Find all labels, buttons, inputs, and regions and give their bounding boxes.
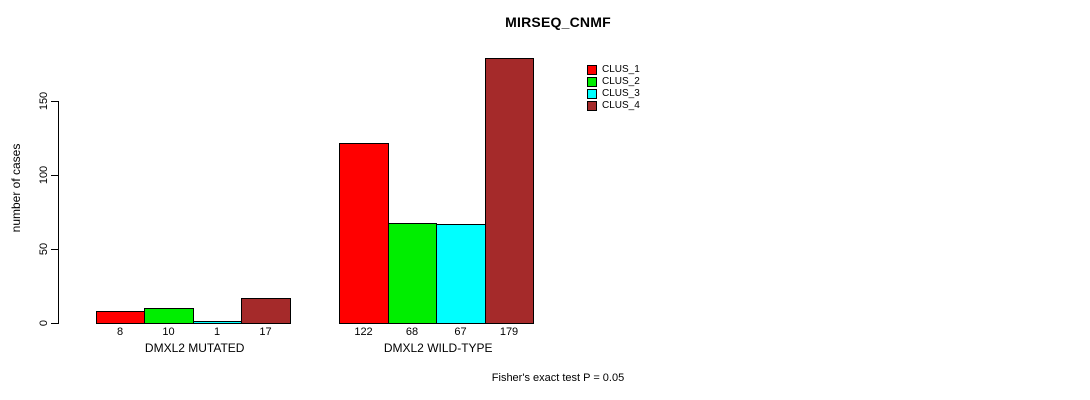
y-tick-label: 100 bbox=[38, 166, 50, 185]
bar-clus_2-wildtype bbox=[388, 223, 437, 324]
legend-item: CLUS_2 bbox=[587, 76, 640, 88]
bar-value-label: 179 bbox=[499, 326, 519, 338]
legend-label: CLUS_3 bbox=[602, 88, 640, 99]
bar-clus_4-mutated bbox=[241, 298, 291, 324]
legend-label: CLUS_2 bbox=[602, 76, 640, 87]
bar-value-label: 68 bbox=[405, 326, 419, 338]
legend-swatch bbox=[587, 89, 597, 99]
legend-swatch bbox=[587, 77, 597, 87]
legend-swatch bbox=[587, 101, 597, 111]
legend-item: CLUS_1 bbox=[587, 64, 640, 76]
legend-item: CLUS_3 bbox=[587, 88, 640, 100]
y-tick bbox=[51, 175, 58, 177]
stats-annotation: Fisher's exact test P = 0.05 bbox=[491, 372, 625, 384]
y-axis-label: number of cases bbox=[9, 143, 23, 233]
bar-clus_3-wildtype bbox=[436, 224, 486, 324]
bar-clus_2-mutated bbox=[144, 308, 194, 324]
bar-value-label: 10 bbox=[162, 326, 175, 338]
bar-value-label: 67 bbox=[454, 326, 467, 338]
bar-clus_1-mutated bbox=[96, 311, 145, 324]
y-tick-label: 0 bbox=[38, 319, 50, 327]
legend-item: CLUS_4 bbox=[587, 100, 640, 112]
legend-label: CLUS_4 bbox=[602, 100, 640, 111]
y-tick-label: 50 bbox=[38, 242, 50, 256]
group-label: DMXL2 WILD-TYPE bbox=[383, 341, 493, 355]
bar-value-label: 17 bbox=[259, 326, 272, 338]
bar-clus_4-wildtype bbox=[485, 58, 534, 324]
group-label: DMXL2 MUTATED bbox=[144, 341, 245, 355]
bar-clus_3-mutated bbox=[193, 321, 242, 324]
bar-value-label: 1 bbox=[213, 326, 221, 338]
y-tick-label: 150 bbox=[38, 92, 50, 111]
bar-value-label: 8 bbox=[116, 326, 124, 338]
y-tick bbox=[51, 249, 58, 251]
y-axis-line bbox=[58, 101, 59, 324]
legend-swatch bbox=[587, 65, 597, 75]
y-tick bbox=[51, 101, 58, 103]
bar-value-label: 122 bbox=[354, 326, 373, 338]
bar-clus_1-wildtype bbox=[339, 143, 389, 324]
y-tick bbox=[51, 323, 58, 324]
plot-title: MIRSEQ_CNMF bbox=[505, 14, 611, 30]
legend-label: CLUS_1 bbox=[602, 64, 640, 75]
legend: CLUS_1 CLUS_2 CLUS_3 CLUS_4 bbox=[587, 64, 640, 112]
